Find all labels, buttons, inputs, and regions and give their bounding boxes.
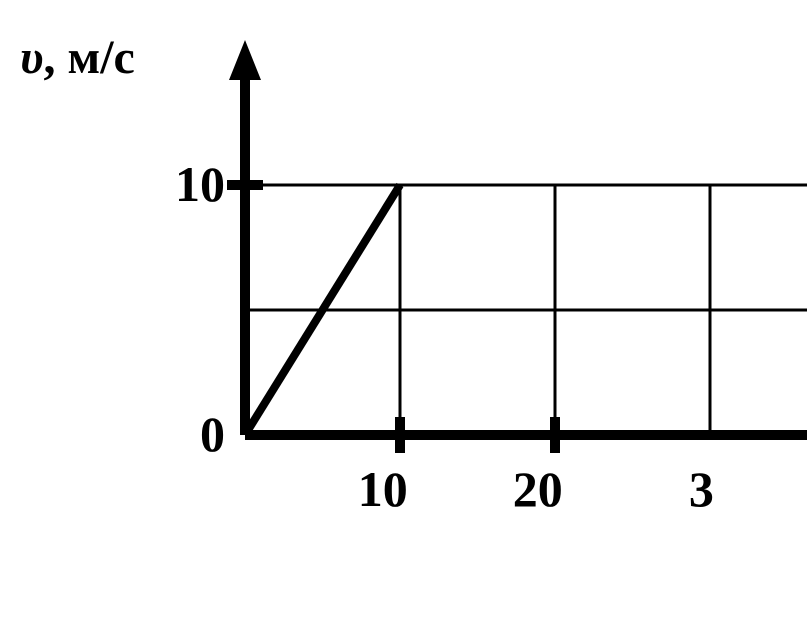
- y-axis-symbol: υ: [20, 31, 44, 84]
- velocity-time-chart: υ, м/с 0 10 10 20 3: [0, 0, 807, 625]
- y-tick-label: 10: [175, 155, 225, 213]
- x-tick-label: 10: [358, 460, 408, 518]
- x-tick-label: 20: [513, 460, 563, 518]
- x-tick-label: 3: [689, 460, 714, 518]
- y-axis-label: υ, м/с: [20, 30, 135, 85]
- y-axis-unit: , м/с: [44, 31, 135, 84]
- y-tick-label: 0: [200, 405, 225, 463]
- chart-svg: [0, 0, 807, 625]
